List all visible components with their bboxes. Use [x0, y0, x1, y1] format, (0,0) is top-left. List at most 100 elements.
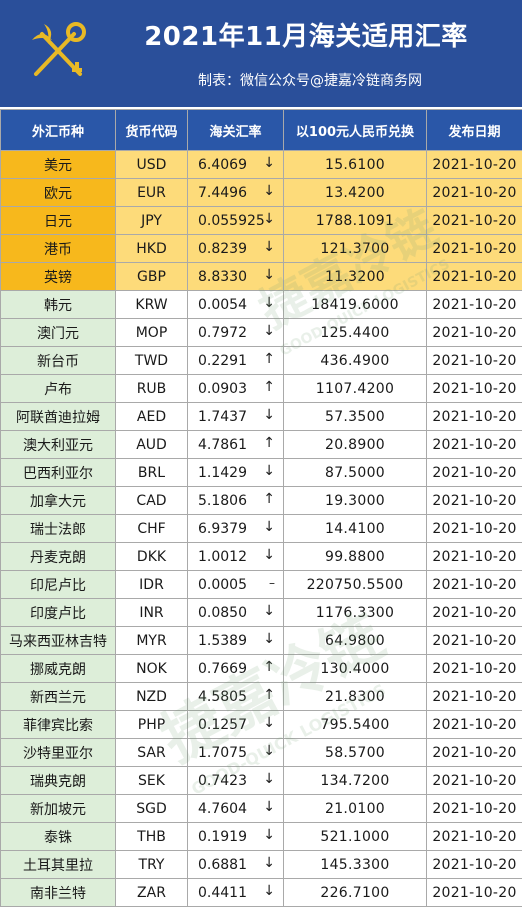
- customs-rate-cell: 1.7437 ↓: [187, 402, 284, 431]
- page-header: 2021年11月海关适用汇率 制表：微信公众号@捷嘉冷链商务网: [0, 0, 522, 107]
- rmb-exchange-cell: 1107.4200: [283, 374, 427, 403]
- rmb-exchange-cell: 57.3500: [283, 402, 427, 431]
- currency-name-cell: 卢布: [0, 374, 116, 403]
- customs-rate-value: 4.7861: [198, 436, 247, 453]
- currency-code-cell: MOP: [115, 318, 188, 347]
- customs-rate-value: 0.0054: [198, 296, 247, 313]
- currency-name-cell: 马来西亚林吉特: [0, 626, 116, 655]
- currency-name-cell: 瑞士法郎: [0, 514, 116, 543]
- arrow-down-icon: ↓: [263, 603, 275, 619]
- publish-date-cell: 2021-10-20: [426, 514, 522, 543]
- customs-emblem-icon: [32, 22, 86, 76]
- customs-rate-cell: 0.055925 ↓: [187, 206, 284, 235]
- customs-rate-cell: 0.7669 ↑: [187, 654, 284, 683]
- arrow-down-icon: ↓: [263, 519, 275, 535]
- customs-rate-value: 1.5389: [198, 632, 247, 649]
- currency-name-cell: 阿联酋迪拉姆: [0, 402, 116, 431]
- customs-rate-value: 0.6881: [198, 856, 247, 873]
- currency-code-cell: IDR: [115, 570, 188, 599]
- table-row: 澳大利亚元 AUD 4.7861 ↑ 20.8900 2021-10-20: [0, 430, 522, 459]
- currency-name-cell: 新台币: [0, 346, 116, 375]
- rmb-exchange-cell: 220750.5500: [283, 570, 427, 599]
- currency-name-cell: 丹麦克朗: [0, 542, 116, 571]
- currency-code-cell: CHF: [115, 514, 188, 543]
- rmb-exchange-cell: 145.3300: [283, 850, 427, 879]
- column-header-publish-date: 发布日期: [426, 109, 522, 151]
- currency-name-cell: 菲律宾比索: [0, 710, 116, 739]
- publish-date-cell: 2021-10-20: [426, 542, 522, 571]
- publish-date-cell: 2021-10-20: [426, 654, 522, 683]
- customs-rate-value: 8.8330: [198, 268, 247, 285]
- customs-rate-value: 0.7972: [198, 324, 247, 341]
- publish-date-cell: 2021-10-20: [426, 794, 522, 823]
- rmb-exchange-cell: 1176.3300: [283, 598, 427, 627]
- customs-rate-value: 0.7423: [198, 772, 247, 789]
- arrow-down-icon: ↓: [263, 295, 275, 311]
- publish-date-cell: 2021-10-20: [426, 234, 522, 263]
- currency-code-cell: SAR: [115, 738, 188, 767]
- table-row: 新台币 TWD 0.2291 ↑ 436.4900 2021-10-20: [0, 346, 522, 375]
- column-header-rmb-exchange: 以100元人民币兑换: [283, 109, 427, 151]
- exchange-rate-table: 外汇币种 货币代码 海关汇率 以100元人民币兑换 发布日期 美元 USD 6.40…: [0, 109, 522, 907]
- publish-date-cell: 2021-10-20: [426, 262, 522, 291]
- currency-name-cell: 挪威克朗: [0, 654, 116, 683]
- currency-code-cell: TWD: [115, 346, 188, 375]
- customs-rate-cell: 6.9379 ↓: [187, 514, 284, 543]
- table-row: 美元 USD 6.4069 ↓ 15.6100 2021-10-20: [0, 150, 522, 179]
- publish-date-cell: 2021-10-20: [426, 430, 522, 459]
- publish-date-cell: 2021-10-20: [426, 206, 522, 235]
- customs-rate-value: 0.8239: [198, 240, 247, 257]
- arrow-down-icon: ↓: [263, 715, 275, 731]
- rmb-exchange-cell: 19.3000: [283, 486, 427, 515]
- currency-name-cell: 新西兰元: [0, 682, 116, 711]
- customs-rate-cell: 0.7423 ↓: [187, 766, 284, 795]
- customs-rate-value: 0.7669: [198, 660, 247, 677]
- currency-code-cell: JPY: [115, 206, 188, 235]
- rmb-exchange-cell: 121.3700: [283, 234, 427, 263]
- currency-name-cell: 澳大利亚元: [0, 430, 116, 459]
- customs-rate-cell: 0.0903 ↑: [187, 374, 284, 403]
- currency-code-cell: CAD: [115, 486, 188, 515]
- customs-rate-cell: 1.7075 ↓: [187, 738, 284, 767]
- table-row: 欧元 EUR 7.4496 ↓ 13.4200 2021-10-20: [0, 178, 522, 207]
- publish-date-cell: 2021-10-20: [426, 766, 522, 795]
- publish-date-cell: 2021-10-20: [426, 150, 522, 179]
- currency-code-cell: INR: [115, 598, 188, 627]
- currency-name-cell: 沙特里亚尔: [0, 738, 116, 767]
- currency-code-cell: RUB: [115, 374, 188, 403]
- table-row: 港币 HKD 0.8239 ↓ 121.3700 2021-10-20: [0, 234, 522, 263]
- table-row: 日元 JPY 0.055925 ↓ 1788.1091 2021-10-20: [0, 206, 522, 235]
- table-row: 瑞典克朗 SEK 0.7423 ↓ 134.7200 2021-10-20: [0, 766, 522, 795]
- currency-name-cell: 印尼卢比: [0, 570, 116, 599]
- table-row: 沙特里亚尔 SAR 1.7075 ↓ 58.5700 2021-10-20: [0, 738, 522, 767]
- currency-code-cell: HKD: [115, 234, 188, 263]
- arrow-down-icon: ↓: [263, 183, 275, 199]
- table-body: 美元 USD 6.4069 ↓ 15.6100 2021-10-20 欧元 EUR 7.4496…: [0, 150, 522, 907]
- currency-name-cell: 日元: [0, 206, 116, 235]
- currency-name-cell: 美元: [0, 150, 116, 179]
- customs-rate-value: 0.2291: [198, 352, 247, 369]
- customs-rate-cell: 4.7604 ↓: [187, 794, 284, 823]
- customs-rate-cell: 0.1257 ↓: [187, 710, 284, 739]
- arrow-up-icon: ↑: [263, 379, 275, 395]
- customs-rate-value: 0.1919: [198, 828, 247, 845]
- rmb-exchange-cell: 436.4900: [283, 346, 427, 375]
- currency-name-cell: 欧元: [0, 178, 116, 207]
- currency-code-cell: AUD: [115, 430, 188, 459]
- customs-rate-value: 1.1429: [198, 464, 247, 481]
- table-row: 泰铢 THB 0.1919 ↓ 521.1000 2021-10-20: [0, 822, 522, 851]
- customs-rate-cell: 0.4411 ↓: [187, 878, 284, 907]
- currency-name-cell: 泰铢: [0, 822, 116, 851]
- rmb-exchange-cell: 13.4200: [283, 178, 427, 207]
- table-row: 卢布 RUB 0.0903 ↑ 1107.4200 2021-10-20: [0, 374, 522, 403]
- customs-rate-cell: 4.7861 ↑: [187, 430, 284, 459]
- arrow-up-icon: ↑: [263, 435, 275, 451]
- rmb-exchange-cell: 130.4000: [283, 654, 427, 683]
- currency-name-cell: 韩元: [0, 290, 116, 319]
- rmb-exchange-cell: 125.4400: [283, 318, 427, 347]
- table-row: 印度卢比 INR 0.0850 ↓ 1176.3300 2021-10-20: [0, 598, 522, 627]
- table-row: 阿联酋迪拉姆 AED 1.7437 ↓ 57.3500 2021-10-20: [0, 402, 522, 431]
- arrow-up-icon: ↑: [263, 491, 275, 507]
- publish-date-cell: 2021-10-20: [426, 402, 522, 431]
- customs-rate-value: 6.9379: [198, 520, 247, 537]
